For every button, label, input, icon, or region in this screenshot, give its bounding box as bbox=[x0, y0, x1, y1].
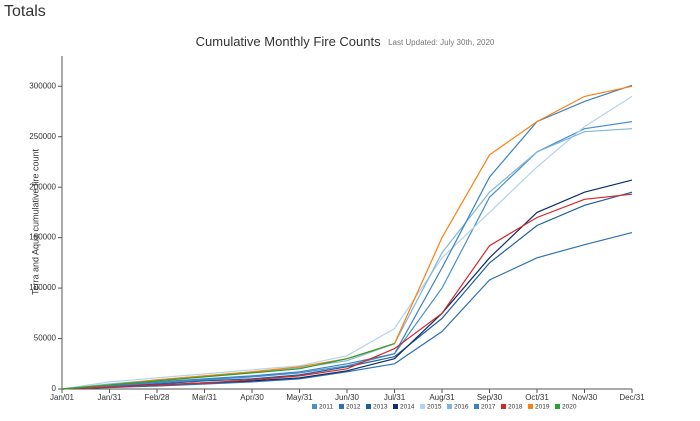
y-tick-label: 50000 bbox=[34, 334, 57, 343]
legend-swatch bbox=[393, 404, 398, 409]
y-tick-label: 0 bbox=[52, 384, 57, 393]
x-tick-label: Nov/30 bbox=[572, 393, 598, 402]
x-tick-label: Aug/31 bbox=[429, 393, 455, 402]
legend-label: 2014 bbox=[400, 404, 415, 411]
legend-label: 2013 bbox=[373, 404, 388, 411]
y-tick-label: 150000 bbox=[29, 233, 56, 242]
series-line bbox=[61, 343, 395, 390]
legend-swatch bbox=[447, 404, 452, 409]
legend-label: 2011 bbox=[319, 404, 333, 411]
series-line bbox=[61, 85, 633, 390]
x-tick-label: Oct/31 bbox=[525, 393, 549, 402]
legend-swatch bbox=[528, 404, 533, 409]
legend-label: 2020 bbox=[562, 404, 577, 411]
page-heading: Totals bbox=[4, 3, 46, 20]
series-line bbox=[61, 84, 633, 390]
legend-label: 2018 bbox=[508, 404, 523, 411]
series-line bbox=[61, 193, 633, 390]
x-tick-label: Feb/28 bbox=[145, 393, 170, 402]
series-line bbox=[61, 179, 633, 390]
legend-label: 2012 bbox=[346, 404, 361, 411]
chart-title: Cumulative Monthly Fire Counts bbox=[196, 34, 381, 49]
legend-swatch bbox=[366, 404, 371, 409]
y-tick-label: 200000 bbox=[29, 182, 56, 191]
x-tick-label: Sep/30 bbox=[477, 393, 503, 402]
legend-swatch bbox=[420, 404, 425, 409]
legend-label: 2017 bbox=[481, 404, 496, 411]
x-tick-label: Jan/31 bbox=[97, 393, 122, 402]
legend-label: 2019 bbox=[535, 404, 550, 411]
legend-label: 2015 bbox=[427, 404, 442, 411]
x-tick-label: Mar/31 bbox=[192, 393, 217, 402]
legend-label: 2016 bbox=[454, 404, 469, 411]
x-tick-label: Apr/30 bbox=[240, 393, 264, 402]
x-tick-label: Jul/31 bbox=[384, 393, 406, 402]
x-tick-label: Dec/31 bbox=[619, 393, 645, 402]
y-axis-label: Terra and Aqua cumulative fire count bbox=[30, 148, 40, 295]
legend-swatch bbox=[474, 404, 479, 409]
series-line bbox=[61, 191, 633, 390]
series-line bbox=[61, 128, 633, 390]
legend-swatch bbox=[312, 404, 317, 409]
legend-swatch bbox=[501, 404, 506, 409]
legend-swatch bbox=[339, 404, 344, 409]
y-tick-label: 300000 bbox=[29, 81, 56, 90]
legend-swatch bbox=[555, 404, 560, 409]
x-tick-label: Jan/01 bbox=[50, 393, 75, 402]
y-tick-label: 250000 bbox=[29, 132, 56, 141]
series-line bbox=[61, 95, 633, 390]
chart-subtitle: Last Updated: July 30th, 2020 bbox=[388, 38, 495, 47]
series-line bbox=[61, 232, 633, 390]
y-tick-label: 100000 bbox=[29, 283, 56, 292]
x-tick-label: May/31 bbox=[286, 393, 313, 402]
x-tick-label: Jun/30 bbox=[335, 393, 360, 402]
chart-title-group: Cumulative Monthly Fire Counts Last Upda… bbox=[196, 34, 495, 51]
